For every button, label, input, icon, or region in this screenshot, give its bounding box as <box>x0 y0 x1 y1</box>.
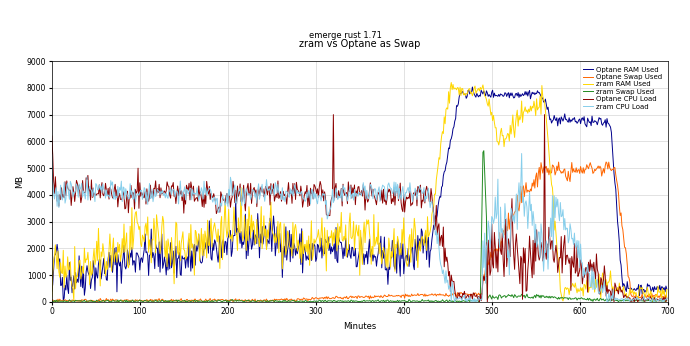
Optane Swap Used <box>604 167 612 171</box>
zram Swap Used <box>528 295 536 299</box>
Optane RAM Used <box>453 103 461 108</box>
zram RAM Used <box>242 248 250 253</box>
Optane Swap Used <box>602 160 610 164</box>
zram CPU Load <box>48 153 56 157</box>
Optane CPU Load <box>453 297 461 301</box>
zram RAM Used <box>603 288 611 292</box>
zram CPU Load <box>662 296 671 300</box>
Optane Swap Used <box>55 300 63 304</box>
Line: Optane CPU Load: Optane CPU Load <box>52 115 667 302</box>
zram Swap Used <box>48 299 56 303</box>
Y-axis label: MB: MB <box>15 175 24 188</box>
Optane Swap Used <box>222 298 230 302</box>
Optane Swap Used <box>243 298 251 302</box>
Line: zram CPU Load: zram CPU Load <box>52 154 667 302</box>
zram CPU Load <box>198 189 206 193</box>
zram CPU Load <box>453 297 461 301</box>
Optane CPU Load <box>221 201 229 205</box>
Optane CPU Load <box>528 276 536 280</box>
zram Swap Used <box>453 300 461 304</box>
Optane RAM Used <box>59 298 68 302</box>
zram CPU Load <box>528 224 536 228</box>
zram RAM Used <box>633 300 642 304</box>
Title: zram vs Optane as Swap: zram vs Optane as Swap <box>299 39 420 49</box>
Optane RAM Used <box>48 289 56 293</box>
zram RAM Used <box>453 88 461 92</box>
zram Swap Used <box>222 299 230 303</box>
Optane RAM Used <box>662 287 671 291</box>
Optane CPU Load <box>604 291 612 295</box>
Optane RAM Used <box>243 229 251 233</box>
Optane RAM Used <box>528 90 536 94</box>
zram RAM Used <box>662 288 671 292</box>
Line: Optane Swap Used: Optane Swap Used <box>52 162 667 302</box>
zram Swap Used <box>63 300 72 304</box>
Optane Swap Used <box>662 295 671 300</box>
Optane CPU Load <box>329 112 337 117</box>
Optane RAM Used <box>222 240 230 244</box>
zram Swap Used <box>243 299 251 303</box>
Optane CPU Load <box>662 297 671 301</box>
Line: zram Swap Used: zram Swap Used <box>52 151 667 302</box>
zram Swap Used <box>199 299 207 303</box>
zram RAM Used <box>447 80 455 84</box>
Optane RAM Used <box>604 121 612 125</box>
zram Swap Used <box>604 298 612 302</box>
zram CPU Load <box>604 300 612 304</box>
zram RAM Used <box>221 198 229 202</box>
Legend: Optane RAM Used, Optane Swap Used, zram RAM Used, zram Swap Used, Optane CPU Loa: Optane RAM Used, Optane Swap Used, zram … <box>581 65 664 112</box>
zram RAM Used <box>198 253 206 257</box>
Text: emerge rust 1.71: emerge rust 1.71 <box>308 31 382 40</box>
Optane CPU Load <box>198 204 206 209</box>
zram RAM Used <box>48 295 56 299</box>
zram CPU Load <box>221 203 229 208</box>
zram CPU Load <box>451 300 459 304</box>
zram CPU Load <box>242 186 250 191</box>
Optane RAM Used <box>469 85 477 89</box>
Optane Swap Used <box>453 294 461 299</box>
X-axis label: Minutes: Minutes <box>343 322 376 331</box>
Optane Swap Used <box>527 189 535 193</box>
Line: zram RAM Used: zram RAM Used <box>52 82 667 302</box>
Line: Optane RAM Used: Optane RAM Used <box>52 87 667 300</box>
Optane Swap Used <box>199 300 207 304</box>
zram Swap Used <box>662 298 671 302</box>
Optane Swap Used <box>48 299 56 303</box>
Optane RAM Used <box>199 252 207 256</box>
Optane CPU Load <box>242 193 250 197</box>
zram RAM Used <box>527 109 535 113</box>
zram CPU Load <box>518 152 526 156</box>
Optane CPU Load <box>48 134 56 138</box>
zram Swap Used <box>480 149 488 153</box>
Optane CPU Load <box>475 300 484 304</box>
